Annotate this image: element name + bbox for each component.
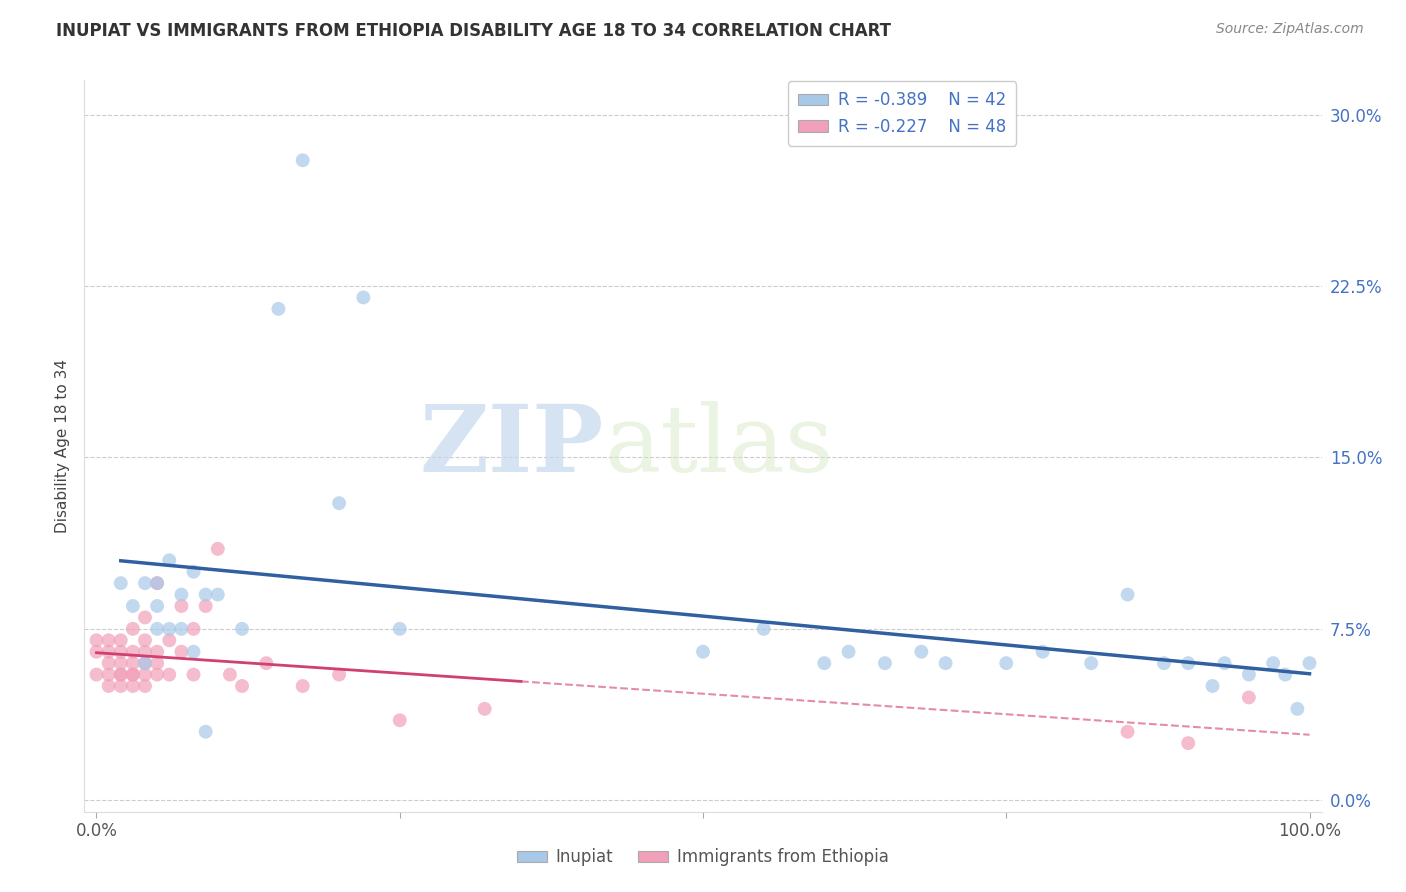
Point	[183, 622, 205, 636]
Point	[935, 656, 957, 670]
Point	[97, 656, 120, 670]
Point	[134, 576, 156, 591]
Point	[134, 610, 156, 624]
Point	[146, 645, 169, 659]
Point	[110, 656, 132, 670]
Point	[1201, 679, 1223, 693]
Point	[134, 633, 156, 648]
Y-axis label: Disability Age 18 to 34: Disability Age 18 to 34	[55, 359, 70, 533]
Text: atlas: atlas	[605, 401, 834, 491]
Point	[291, 679, 314, 693]
Point	[194, 599, 217, 613]
Point	[813, 656, 835, 670]
Point	[194, 724, 217, 739]
Point	[157, 667, 180, 681]
Point	[183, 565, 205, 579]
Point	[134, 656, 156, 670]
Point	[207, 588, 229, 602]
Text: ZIP: ZIP	[420, 401, 605, 491]
Point	[388, 622, 411, 636]
Point	[183, 645, 205, 659]
Point	[194, 588, 217, 602]
Point	[122, 667, 145, 681]
Point	[231, 679, 253, 693]
Point	[995, 656, 1018, 670]
Point	[1298, 656, 1320, 670]
Point	[146, 622, 169, 636]
Point	[1274, 667, 1296, 681]
Point	[110, 667, 132, 681]
Point	[97, 679, 120, 693]
Point	[122, 645, 145, 659]
Point	[1237, 667, 1260, 681]
Point	[910, 645, 932, 659]
Text: INUPIAT VS IMMIGRANTS FROM ETHIOPIA DISABILITY AGE 18 TO 34 CORRELATION CHART: INUPIAT VS IMMIGRANTS FROM ETHIOPIA DISA…	[56, 22, 891, 40]
Point	[157, 622, 180, 636]
Legend: Inupiat, Immigrants from Ethiopia: Inupiat, Immigrants from Ethiopia	[510, 841, 896, 873]
Point	[110, 679, 132, 693]
Point	[86, 645, 108, 659]
Point	[873, 656, 896, 670]
Point	[146, 656, 169, 670]
Point	[122, 599, 145, 613]
Point	[1177, 656, 1199, 670]
Point	[134, 645, 156, 659]
Point	[1177, 736, 1199, 750]
Point	[328, 667, 350, 681]
Point	[97, 633, 120, 648]
Point	[388, 714, 411, 728]
Point	[122, 622, 145, 636]
Point	[146, 576, 169, 591]
Point	[1286, 702, 1309, 716]
Point	[146, 599, 169, 613]
Point	[352, 290, 374, 304]
Point	[1261, 656, 1284, 670]
Point	[110, 667, 132, 681]
Point	[157, 553, 180, 567]
Point	[122, 656, 145, 670]
Point	[146, 576, 169, 591]
Point	[267, 301, 290, 316]
Point	[170, 588, 193, 602]
Point	[122, 667, 145, 681]
Point	[231, 622, 253, 636]
Point	[254, 656, 277, 670]
Point	[1213, 656, 1236, 670]
Point	[207, 541, 229, 556]
Point	[110, 645, 132, 659]
Point	[1153, 656, 1175, 670]
Point	[219, 667, 242, 681]
Point	[328, 496, 350, 510]
Point	[86, 667, 108, 681]
Point	[474, 702, 496, 716]
Text: Source: ZipAtlas.com: Source: ZipAtlas.com	[1216, 22, 1364, 37]
Point	[110, 633, 132, 648]
Point	[1237, 690, 1260, 705]
Point	[97, 667, 120, 681]
Point	[291, 153, 314, 168]
Point	[752, 622, 775, 636]
Point	[1032, 645, 1054, 659]
Point	[134, 656, 156, 670]
Point	[157, 633, 180, 648]
Point	[1116, 724, 1139, 739]
Point	[122, 679, 145, 693]
Point	[838, 645, 860, 659]
Point	[692, 645, 714, 659]
Point	[170, 645, 193, 659]
Point	[110, 576, 132, 591]
Point	[1116, 588, 1139, 602]
Point	[86, 633, 108, 648]
Point	[146, 667, 169, 681]
Point	[183, 667, 205, 681]
Point	[170, 599, 193, 613]
Point	[134, 667, 156, 681]
Point	[1080, 656, 1102, 670]
Point	[97, 645, 120, 659]
Point	[134, 679, 156, 693]
Point	[170, 622, 193, 636]
